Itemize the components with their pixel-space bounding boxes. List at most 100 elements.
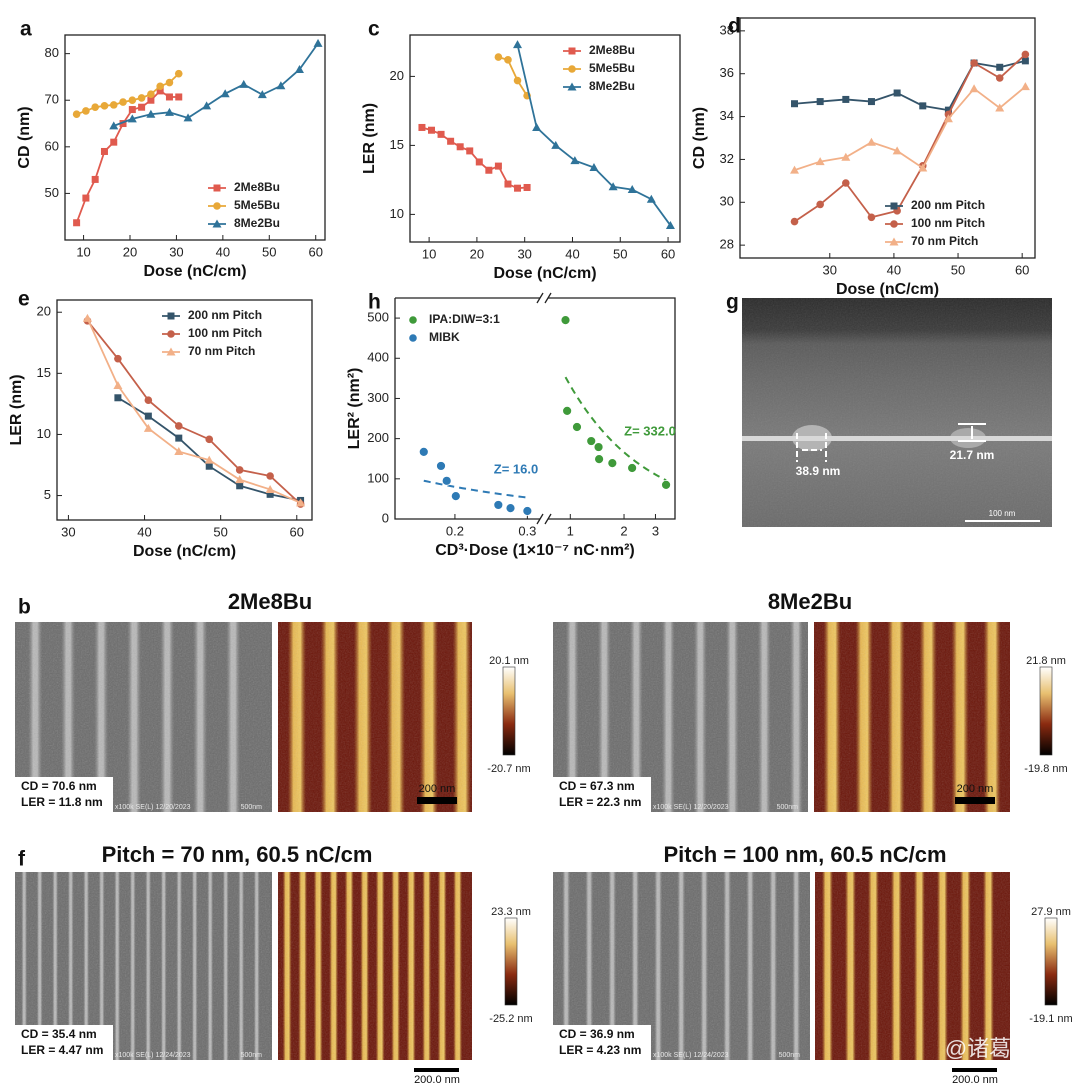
y-tick-label: 70 <box>45 92 59 107</box>
marker <box>205 462 213 470</box>
marker <box>239 79 249 88</box>
marker <box>523 183 531 191</box>
scale-bar <box>417 797 457 804</box>
marker <box>494 162 502 170</box>
chart-panel: 30 40 50 60 28 30 32 34 36 38 Dose (nC/cm) CD (nm) d… <box>691 15 1036 298</box>
x-tick-label: 30 <box>169 244 183 259</box>
marker <box>128 106 136 114</box>
height-marker <box>958 423 986 442</box>
panel-letter: a <box>20 18 32 41</box>
x-tick-label: 40 <box>887 262 901 277</box>
marker <box>661 479 671 490</box>
marker <box>73 219 81 227</box>
series-line <box>794 85 1026 171</box>
marker <box>313 38 323 47</box>
marker <box>447 137 455 145</box>
marker <box>294 64 304 73</box>
y-tick-label: 100 <box>367 470 389 485</box>
image-title: 8Me2Bu <box>768 589 852 614</box>
series-line <box>794 59 1026 112</box>
scale-label: 200.0 nm <box>414 1074 460 1086</box>
marker <box>1021 57 1029 65</box>
x-tick-label: 50 <box>213 524 227 539</box>
scale-bar <box>955 797 995 804</box>
x-tick-label: 30 <box>517 246 531 261</box>
marker <box>562 406 573 416</box>
axis-break <box>544 292 552 304</box>
legend-label: 2Me8Bu <box>234 180 280 194</box>
marker <box>866 137 876 146</box>
marker <box>174 422 183 430</box>
marker <box>109 121 119 130</box>
marker <box>137 94 146 102</box>
marker <box>815 157 825 166</box>
y-tick-label: 5 <box>44 487 51 502</box>
colorbar <box>1044 917 1058 1006</box>
marker <box>646 194 656 203</box>
marker <box>437 130 445 138</box>
x-axis-label: Dose (nC/cm) <box>143 263 246 280</box>
marker <box>100 147 108 155</box>
marker <box>513 76 522 85</box>
chart-panel: 0.2 0.3 1 2 3 0 100 200 300 400 500 CD³·Dose (1×10⁻… <box>346 291 676 560</box>
image-panel: 2Me8Bu CD = 70.6 nm LER = 11.8 nm x100k SE(… <box>15 589 531 812</box>
marker <box>995 103 1005 112</box>
chart-panel: 10 20 30 40 50 60 50 60 70 80 Dose (nC/cm) CD (nm) a… <box>16 18 326 280</box>
marker <box>589 162 599 171</box>
colorbar-max: 20.1 nm <box>489 655 529 667</box>
y-tick-label: 10 <box>390 206 404 221</box>
marker <box>493 500 504 510</box>
marker <box>127 114 137 123</box>
marker <box>627 463 638 473</box>
ler-label: LER = 11.8 nm <box>21 795 103 809</box>
y-tick-label: 32 <box>720 151 734 166</box>
marker <box>570 156 580 165</box>
marker <box>436 461 446 471</box>
marker <box>790 217 799 226</box>
ler-label: LER = 4.23 nm <box>559 1043 641 1057</box>
y-tick-label: 15 <box>37 365 51 380</box>
marker <box>72 110 81 119</box>
marker <box>790 165 800 174</box>
image-title: 2Me8Bu <box>228 589 312 614</box>
marker <box>441 475 452 486</box>
x-tick-label: 50 <box>262 244 276 259</box>
cd-label: CD = 67.3 nm <box>559 779 635 793</box>
marker <box>128 96 137 105</box>
y-tick-label: 80 <box>45 45 59 60</box>
marker <box>890 202 898 210</box>
panel-letter: g <box>726 291 739 314</box>
marker <box>138 103 146 111</box>
marker <box>213 184 221 192</box>
colorbar-min: -20.7 nm <box>487 763 530 775</box>
marker <box>174 69 183 78</box>
marker <box>212 219 222 228</box>
y-axis-label: LER (nm) <box>361 103 378 174</box>
x-tick-label: 2 <box>620 523 627 538</box>
marker <box>456 143 464 151</box>
y-tick-label: 400 <box>367 350 389 365</box>
marker <box>167 312 175 320</box>
marker <box>572 422 582 432</box>
marker <box>890 220 898 228</box>
image-texture <box>278 872 472 1060</box>
sem-info: x100k SE(L) 12/20/2023 <box>115 804 191 811</box>
panel-letter: c <box>368 18 380 41</box>
panel-g: 38.9 nm 21.7 nm 100 nm g <box>726 291 1052 527</box>
fit-label: Z= 332.0 <box>624 423 676 438</box>
label-box <box>553 1025 651 1060</box>
y-tick-label: 30 <box>720 194 734 209</box>
marker <box>296 498 306 507</box>
legend-label: 8Me2Bu <box>234 216 280 230</box>
image-texture <box>814 622 1010 812</box>
x-tick-label: 50 <box>951 262 965 277</box>
image-panel: Pitch = 70 nm, 60.5 nC/cm CD = 35.4 nm LER… <box>15 842 533 1086</box>
legend-label: 2Me8Bu <box>589 43 635 57</box>
scale-label: 200 nm <box>957 783 994 795</box>
x-axis-label: CD³·Dose (1×10⁻⁷ nC·nm²) <box>435 542 635 559</box>
x-tick-label: 50 <box>613 246 627 261</box>
marker <box>110 138 118 146</box>
marker <box>867 213 876 222</box>
marker <box>100 102 109 110</box>
colorbar-min: -25.2 nm <box>489 1013 532 1025</box>
